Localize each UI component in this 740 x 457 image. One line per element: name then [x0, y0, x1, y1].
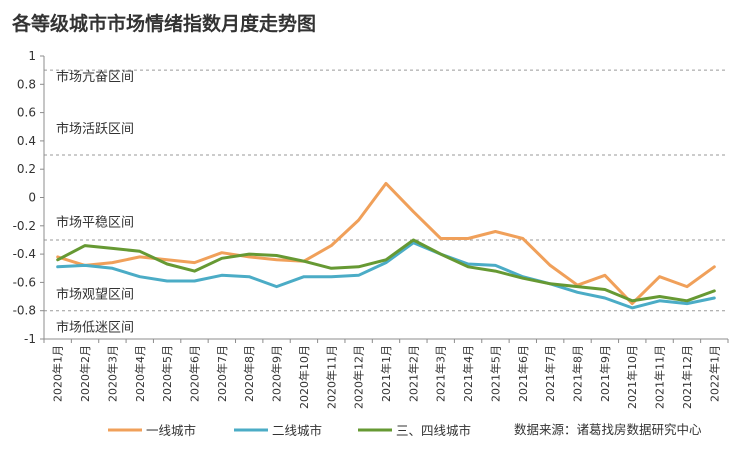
x-tick-label: 2020年9月 [270, 345, 284, 402]
x-tick-label: 2021年5月 [488, 345, 502, 402]
y-tick-label: -0.6 [13, 275, 36, 289]
zone-label: 市场低迷区间 [56, 319, 134, 335]
x-tick-label: 2020年1月 [51, 345, 65, 402]
x-tick-label: 2022年1月 [707, 345, 721, 402]
x-tick-label: 2021年7月 [543, 345, 557, 402]
x-tick-label: 2020年6月 [187, 345, 201, 402]
series-line-2 [56, 238, 716, 303]
x-tick-label: 2020年3月 [105, 345, 119, 402]
x-tick-label: 2020年10月 [297, 345, 311, 409]
zone-label: 市场亢奋区间 [56, 69, 134, 85]
y-tick-label: 0.2 [17, 162, 36, 176]
zone-label: 市场平稳区间 [56, 215, 134, 231]
x-tick-label: 2021年11月 [653, 345, 667, 409]
x-tick-label: 2021年9月 [598, 345, 612, 402]
y-tick-label: 1 [28, 49, 36, 63]
y-tick-label: 0.4 [17, 134, 36, 148]
legend-label: 一线城市 [146, 423, 196, 438]
x-tick-label: 2021年6月 [516, 345, 530, 402]
y-tick-label: -0.8 [13, 304, 36, 318]
x-tick-label: 2021年12月 [680, 345, 694, 409]
zone-label: 市场活跃区间 [56, 121, 134, 137]
x-tick-label: 2021年1月 [379, 345, 393, 402]
legend-label: 二线城市 [272, 423, 322, 438]
x-tick-label: 2020年4月 [133, 345, 147, 402]
y-tick-label: -1 [24, 332, 36, 346]
x-tick-label: 2020年7月 [215, 345, 229, 402]
x-tick-label: 2021年2月 [406, 345, 420, 402]
x-tick-label: 2020年2月 [78, 345, 92, 402]
x-tick-label: 2021年8月 [571, 345, 585, 402]
y-tick-label: 0.6 [17, 106, 36, 120]
zone-label: 市场观望区间 [56, 287, 134, 303]
y-tick-label: -0.4 [13, 247, 36, 261]
x-tick-label: 2020年12月 [352, 345, 366, 409]
series-line-1 [56, 241, 716, 310]
x-tick-label: 2020年11月 [324, 345, 338, 409]
data-source-note: 数据来源：诸葛找房数据研究中心 [514, 422, 702, 437]
x-tick-label: 2020年8月 [242, 345, 256, 402]
x-tick-label: 2020年5月 [160, 345, 174, 402]
y-tick-label: 0.8 [17, 77, 36, 91]
x-tick-label: 2021年3月 [434, 345, 448, 402]
x-tick-label: 2021年4月 [461, 345, 475, 402]
x-tick-label: 2021年10月 [625, 345, 639, 409]
legend-label: 三、四线城市 [396, 423, 471, 438]
y-tick-label: 0 [28, 191, 36, 205]
y-tick-label: -0.2 [13, 219, 36, 233]
series-line-0 [56, 181, 716, 306]
chart-title: 各等级城市市场情绪指数月度走势图 [11, 12, 316, 35]
